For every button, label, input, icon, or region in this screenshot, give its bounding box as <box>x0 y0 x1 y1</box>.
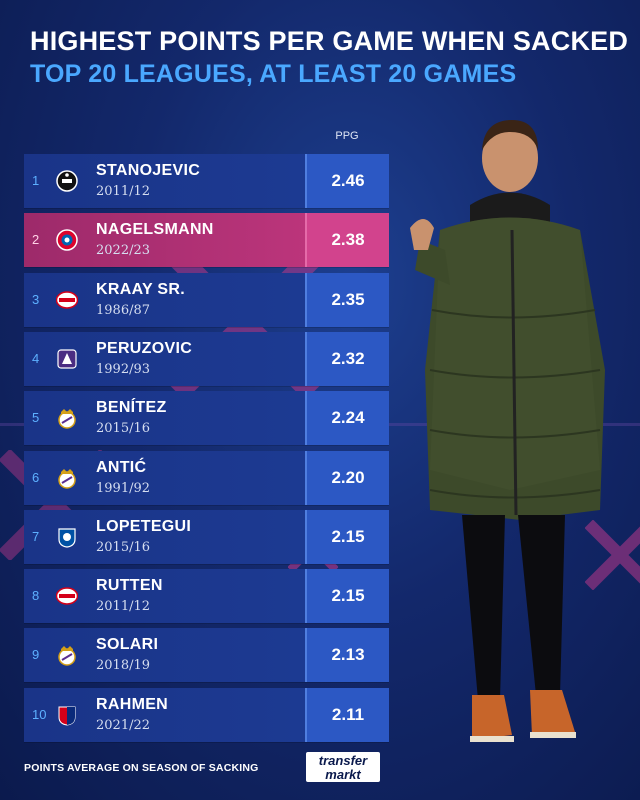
row-rank: 1 <box>32 173 40 188</box>
row-rank: 5 <box>32 410 40 425</box>
table-row: 6 ANTIĆ 1991/92 2.20 <box>24 451 389 505</box>
footnote: POINTS AVERAGE ON SEASON OF SACKING <box>24 762 259 774</box>
ppg-value: 2.35 <box>305 273 389 327</box>
table-row: 1 STANOJEVIC 2011/12 2.46 <box>24 154 389 208</box>
coach-name: NAGELSMANN <box>96 221 214 238</box>
coach-name: LOPETEGUI <box>96 518 192 535</box>
row-rank: 9 <box>32 647 40 662</box>
real-madrid-crest-icon <box>58 409 76 429</box>
season: 1992/93 <box>96 362 151 377</box>
row-rank: 8 <box>32 588 40 603</box>
table-row: 3 KRAAY SR. 1986/87 2.35 <box>24 273 389 327</box>
season: 1986/87 <box>96 303 151 318</box>
row-rank: 2 <box>32 232 40 247</box>
season: 2021/22 <box>96 718 151 733</box>
row-rank: 3 <box>32 292 40 307</box>
coach-name: SOLARI <box>96 636 159 653</box>
ppg-value: 2.13 <box>305 628 389 682</box>
row-rank: 4 <box>32 351 40 366</box>
coach-name: RUTTEN <box>96 577 163 594</box>
ppg-value: 2.38 <box>305 213 389 267</box>
chart-title: HIGHEST POINTS PER GAME WHEN SACKED <box>30 26 629 56</box>
ppg-value: 2.32 <box>305 332 389 386</box>
season: 2015/16 <box>96 540 151 555</box>
chart-subtitle: TOP 20 LEAGUES, AT LEAST 20 GAMES <box>30 60 517 88</box>
row-rank: 7 <box>32 529 40 544</box>
psv-crest-icon <box>56 587 78 605</box>
psv-crest-icon <box>56 291 78 309</box>
coach-photo <box>410 120 605 742</box>
ppg-value: 2.15 <box>305 569 389 623</box>
ppg-value: 2.11 <box>305 688 389 742</box>
ppg-value: 2.20 <box>305 451 389 505</box>
table-row: 5 BENÍTEZ 2015/16 2.24 <box>24 391 389 445</box>
porto-crest-icon <box>58 528 76 548</box>
season: 2018/19 <box>96 658 151 673</box>
coach-name: PERUZOVIC <box>96 340 193 357</box>
partizan-crest-icon <box>56 170 78 192</box>
ppg-value: 2.24 <box>305 391 389 445</box>
coach-name: KRAAY SR. <box>96 281 185 298</box>
basel-crest-icon <box>58 706 76 726</box>
coach-name: RAHMEN <box>96 696 169 713</box>
table-row: 2 NAGELSMANN 2022/23 2.38 <box>24 213 389 267</box>
ppg-value: 2.15 <box>305 510 389 564</box>
real-madrid-crest-icon <box>58 646 76 666</box>
table-row: 9 SOLARI 2018/19 2.13 <box>24 628 389 682</box>
anderlecht-crest-icon <box>57 349 77 369</box>
table-row: 4 PERUZOVIC 1992/93 2.32 <box>24 332 389 386</box>
coach-name: BENÍTEZ <box>96 399 167 416</box>
table-row: 10 RAHMEN 2021/22 2.11 <box>24 688 389 742</box>
season: 2015/16 <box>96 421 151 436</box>
logo-line-1: transfer <box>318 753 368 768</box>
season: 1991/92 <box>96 481 151 496</box>
bayern-crest-icon <box>56 229 78 251</box>
table-row: 7 LOPETEGUI 2015/16 2.15 <box>24 510 389 564</box>
row-rank: 10 <box>32 707 47 722</box>
logo-line-2: markt <box>325 767 361 782</box>
coach-name: STANOJEVIC <box>96 162 201 179</box>
ppg-column-header: PPG <box>335 130 359 142</box>
ppg-value: 2.46 <box>305 154 389 208</box>
coach-name: ANTIĆ <box>96 459 147 476</box>
transfermarkt-logo[interactable]: transfer markt <box>306 752 380 782</box>
row-rank: 6 <box>32 470 40 485</box>
season: 2022/23 <box>96 243 151 258</box>
season: 2011/12 <box>96 599 151 614</box>
real-madrid-crest-icon <box>58 469 76 489</box>
season: 2011/12 <box>96 184 151 199</box>
table-row: 8 RUTTEN 2011/12 2.15 <box>24 569 389 623</box>
